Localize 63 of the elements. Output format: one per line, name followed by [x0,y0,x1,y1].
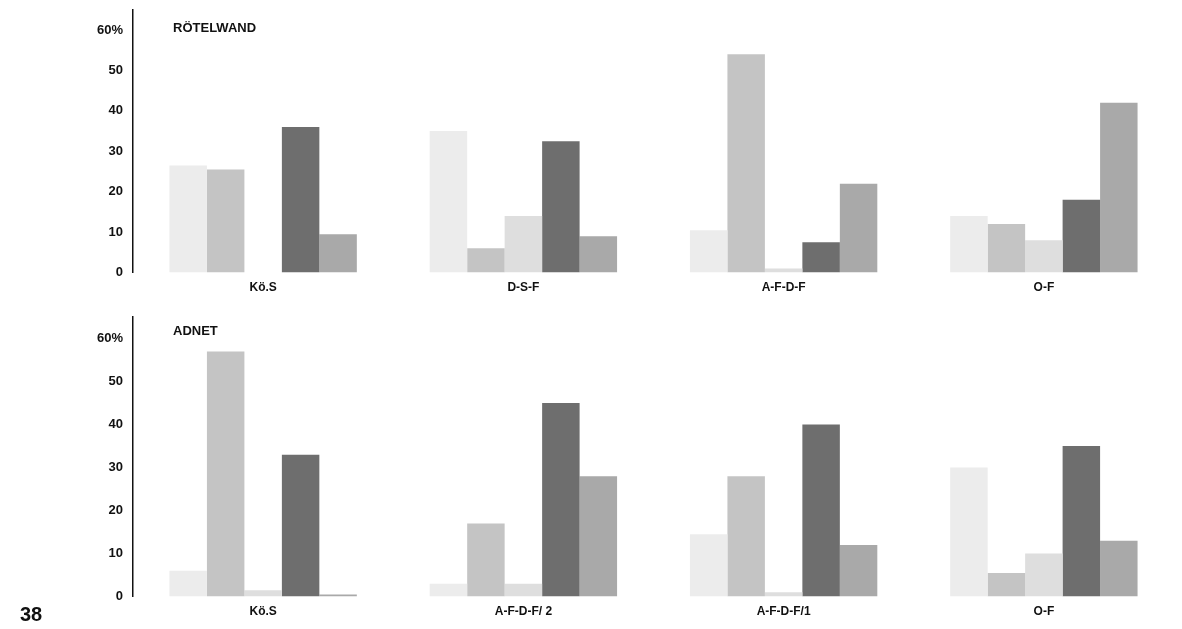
x-tick-label: O-F [1033,604,1055,619]
bar [244,590,282,597]
bar [727,54,765,273]
bar [1025,240,1063,273]
y-tick-label: 60% [96,330,124,346]
bar [689,534,728,597]
y-tick-label: 20 [108,183,124,199]
y-tick-label: 50 [108,62,124,78]
text: RÖTELWAND [173,20,257,36]
y-tick-label: 60% [96,21,124,37]
bar [429,131,468,273]
text: 38 [20,602,43,625]
bar [839,183,878,273]
x-tick-label: A-F-D-F/1 [756,604,811,619]
bar [579,236,618,273]
bar [987,224,1026,273]
bar [579,476,618,597]
x-tick-label: A-F-D-F/ 2 [494,604,553,619]
bar [802,242,840,273]
y-tick-label: 0 [115,264,124,280]
bar [1100,540,1138,597]
x-tick-label: D-S-F [507,280,540,295]
bar [467,248,505,273]
x-tick-label: A-F-D-F [761,280,806,295]
bar [281,127,320,273]
y-tick-label: 40 [108,416,124,432]
x-tick-label: O-F [1033,280,1055,295]
bar [206,351,245,597]
bar [727,476,765,597]
bar [1025,553,1063,597]
bar [764,592,803,597]
bar [1100,102,1138,273]
bar [542,141,580,273]
bar [504,583,543,597]
bar [950,216,988,273]
bar [206,169,245,273]
bar [429,583,468,597]
bar [169,570,207,597]
text: ADNET [173,323,218,339]
bar [1062,446,1101,597]
bar [689,230,728,273]
y-tick-label: 10 [108,545,124,561]
y-tick-label: 10 [108,223,124,239]
x-tick-label: Kö.S [249,604,277,619]
bar [281,454,320,597]
bar [950,467,988,597]
y-tick-label: 30 [108,142,124,158]
y-tick-label: 40 [108,102,124,118]
bar [169,165,207,273]
bar [467,523,505,597]
bar [319,234,357,273]
y-tick-label: 20 [108,502,124,518]
bar [839,544,878,597]
y-tick-label: 30 [108,459,124,475]
bar [987,572,1026,597]
bar [319,594,357,597]
x-tick-label: Kö.S [249,280,277,295]
bar [802,424,840,597]
y-tick-label: 0 [115,588,124,604]
bar [1062,199,1101,273]
y-tick-label: 50 [108,373,124,389]
bar [504,216,543,273]
bar [542,403,580,597]
